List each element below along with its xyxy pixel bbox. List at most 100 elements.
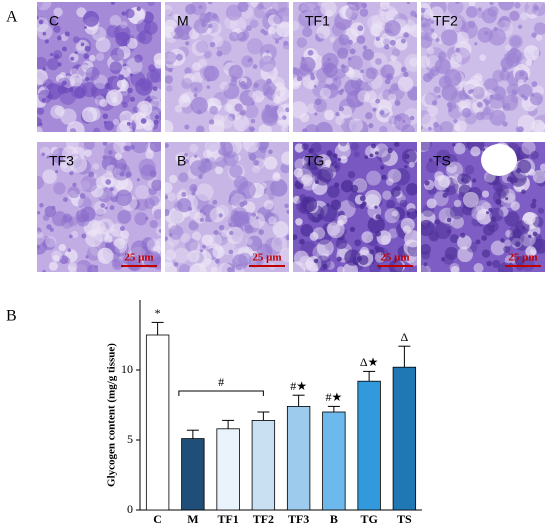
cell xyxy=(447,2,464,15)
cell xyxy=(461,107,472,118)
nucleus xyxy=(46,224,52,230)
cell xyxy=(121,101,128,108)
nucleus xyxy=(54,54,60,60)
nucleus xyxy=(506,176,513,182)
nucleus xyxy=(402,119,406,123)
cell xyxy=(384,208,400,224)
nucleus xyxy=(489,94,495,100)
nucleus xyxy=(206,85,211,89)
nucleus xyxy=(477,7,482,12)
cell xyxy=(165,182,173,194)
nucleus xyxy=(198,174,203,180)
nucleus xyxy=(530,202,537,209)
nucleus xyxy=(310,75,316,81)
nucleus xyxy=(446,229,451,234)
cell xyxy=(252,165,261,174)
cell xyxy=(106,164,117,176)
micrograph: TF2 xyxy=(421,2,545,132)
cell xyxy=(237,31,247,41)
cell xyxy=(321,253,329,261)
micrograph: C xyxy=(37,2,161,132)
nucleus xyxy=(336,256,342,262)
cell xyxy=(150,68,161,83)
nucleus xyxy=(216,50,223,57)
cell xyxy=(203,149,213,159)
cell xyxy=(272,173,281,182)
nucleus xyxy=(37,245,41,249)
cell xyxy=(306,103,318,114)
micrograph-texture xyxy=(165,2,289,132)
cell xyxy=(37,175,44,190)
cell xyxy=(514,2,521,9)
cell xyxy=(443,253,455,265)
nucleus xyxy=(227,266,233,272)
cell xyxy=(117,209,132,224)
nucleus xyxy=(434,219,440,225)
nucleus xyxy=(521,225,526,230)
cell xyxy=(522,212,536,225)
cell xyxy=(149,219,158,229)
cell xyxy=(86,246,102,261)
cell xyxy=(436,149,451,164)
cell xyxy=(315,228,332,245)
cell xyxy=(165,9,173,17)
scale-bar-label: 25 μm xyxy=(252,252,281,264)
cell xyxy=(492,259,501,269)
cell xyxy=(508,34,523,49)
nucleus xyxy=(404,165,408,169)
nucleus xyxy=(253,82,259,89)
cell xyxy=(443,69,462,87)
cell xyxy=(45,236,57,248)
cell xyxy=(178,172,189,183)
nucleus xyxy=(347,39,353,45)
cell xyxy=(93,127,101,132)
scale-bar-label: 25 μm xyxy=(508,252,537,264)
nucleus xyxy=(242,84,248,90)
nucleus xyxy=(406,2,410,5)
cell xyxy=(279,247,289,263)
significance-mark: Δ★ xyxy=(360,355,378,369)
nucleus xyxy=(165,236,168,241)
cell xyxy=(428,230,440,242)
cell xyxy=(257,2,273,10)
cell xyxy=(391,206,406,221)
cell xyxy=(495,184,509,198)
nucleus xyxy=(370,143,376,149)
nucleus xyxy=(360,69,365,74)
cell xyxy=(248,153,257,161)
cell xyxy=(155,226,161,236)
nucleus xyxy=(488,207,493,212)
cell xyxy=(37,69,48,85)
cell xyxy=(464,164,475,175)
nucleus xyxy=(251,212,257,217)
image-label: TG xyxy=(305,153,324,169)
cell xyxy=(327,185,340,199)
nucleus xyxy=(145,216,149,220)
cell xyxy=(256,243,273,260)
cell xyxy=(446,161,464,179)
significance-mark: #★ xyxy=(325,390,342,404)
nucleus xyxy=(207,23,213,29)
cell xyxy=(226,226,244,245)
cell xyxy=(360,246,369,256)
cell xyxy=(119,66,131,78)
cell xyxy=(69,155,88,173)
cell xyxy=(178,264,191,272)
cell xyxy=(301,143,309,151)
nucleus xyxy=(375,214,381,220)
nucleus xyxy=(404,153,410,160)
nucleus xyxy=(194,154,198,158)
cell xyxy=(359,8,369,17)
nucleus xyxy=(349,226,356,233)
nucleus xyxy=(523,95,528,101)
cell xyxy=(168,225,184,240)
nucleus xyxy=(299,238,305,245)
cell xyxy=(58,243,66,252)
nucleus xyxy=(326,150,333,157)
cell xyxy=(273,14,284,25)
cell xyxy=(344,249,361,266)
micrograph-texture xyxy=(37,142,161,272)
cell xyxy=(457,246,473,263)
cell xyxy=(302,26,313,38)
cell xyxy=(113,237,126,250)
